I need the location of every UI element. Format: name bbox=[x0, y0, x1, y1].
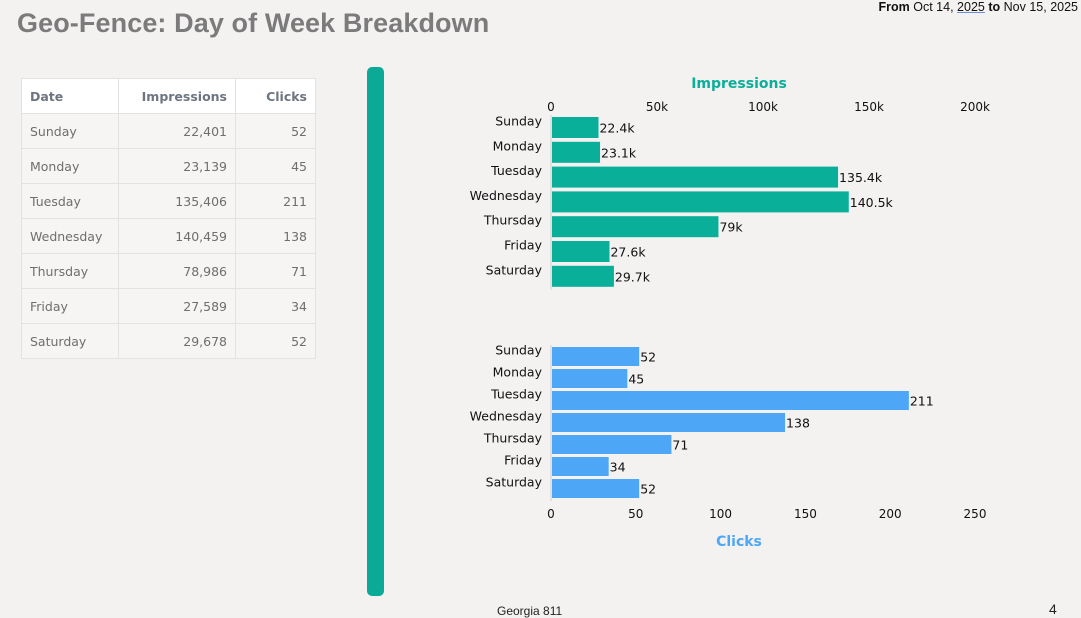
table-row: Friday 27,589 34 bbox=[21, 288, 316, 324]
impressions-tick-label: 0 bbox=[547, 100, 555, 114]
clicks-category-label: Thursday bbox=[483, 431, 543, 446]
clicks-tick-label: 200 bbox=[879, 507, 902, 521]
clicks-tick-label: 50 bbox=[628, 507, 643, 521]
impressions-category-label: Wednesday bbox=[470, 188, 543, 203]
clicks-category-label: Monday bbox=[493, 365, 543, 380]
page-number: 4 bbox=[1049, 601, 1057, 617]
clicks-bar bbox=[552, 347, 640, 366]
impressions-data-label: 135.4k bbox=[839, 170, 883, 185]
clicks-bar bbox=[552, 457, 609, 476]
impressions-tick-label: 100k bbox=[748, 100, 778, 114]
clicks-data-label: 45 bbox=[628, 372, 644, 387]
column-header-clicks: Clicks bbox=[235, 78, 316, 114]
clicks-data-label: 52 bbox=[640, 482, 656, 497]
cell-clicks: 45 bbox=[235, 148, 316, 184]
table-row: Sunday 22,401 52 bbox=[21, 113, 316, 149]
impressions-data-label: 23.1k bbox=[601, 145, 637, 160]
impressions-data-label: 22.4k bbox=[599, 121, 635, 136]
impressions-tick-label: 50k bbox=[646, 100, 668, 114]
cell-impressions: 27,589 bbox=[118, 288, 236, 324]
clicks-data-label: 52 bbox=[640, 350, 656, 365]
clicks-tick-label: 150 bbox=[794, 507, 817, 521]
cell-clicks: 211 bbox=[235, 183, 316, 219]
impressions-data-label: 29.7k bbox=[615, 269, 651, 284]
clicks-category-label: Tuesday bbox=[490, 387, 542, 402]
clicks-chart-title: Clicks bbox=[716, 534, 762, 550]
clicks-tick-label: 0 bbox=[547, 507, 555, 521]
date-range: From Oct 14, 2025 to Nov 15, 2025 bbox=[879, 0, 1078, 14]
clicks-data-label: 138 bbox=[786, 416, 810, 431]
impressions-bar bbox=[552, 191, 849, 213]
clicks-data-label: 211 bbox=[910, 394, 934, 409]
cell-impressions: 29,678 bbox=[118, 323, 236, 359]
cell-impressions: 140,459 bbox=[118, 218, 236, 254]
cell-impressions: 135,406 bbox=[118, 183, 236, 219]
page-title: Geo-Fence: Day of Week Breakdown bbox=[17, 8, 490, 38]
cell-day: Monday bbox=[21, 148, 119, 184]
impressions-category-label: Monday bbox=[493, 138, 543, 153]
impressions-tick-label: 150k bbox=[854, 100, 884, 114]
clicks-category-label: Friday bbox=[504, 453, 542, 468]
cell-day: Wednesday bbox=[21, 218, 119, 254]
clicks-category-label: Saturday bbox=[486, 475, 543, 490]
from-date: Oct 14, bbox=[913, 0, 954, 14]
impressions-category-label: Friday bbox=[504, 238, 542, 253]
to-label: to bbox=[988, 0, 1001, 14]
impressions-bar bbox=[552, 117, 599, 138]
impressions-bar bbox=[552, 216, 719, 238]
impressions-data-label: 140.5k bbox=[850, 195, 894, 210]
day-of-week-table: Date Impressions Clicks Sunday 22,401 52… bbox=[21, 78, 316, 359]
impressions-data-label: 27.6k bbox=[610, 245, 646, 260]
impressions-bar bbox=[552, 166, 839, 188]
clicks-bar bbox=[552, 369, 628, 388]
clicks-data-label: 34 bbox=[610, 460, 626, 475]
impressions-category-label: Tuesday bbox=[490, 163, 542, 178]
impressions-data-label: 79k bbox=[719, 220, 743, 235]
cell-impressions: 78,986 bbox=[118, 253, 236, 289]
impressions-bar bbox=[552, 141, 601, 163]
clicks-bar bbox=[552, 391, 909, 410]
clicks-tick-label: 100 bbox=[709, 507, 732, 521]
clicks-bar bbox=[552, 413, 786, 432]
impressions-tick-label: 200k bbox=[960, 100, 990, 114]
table-row: Monday 23,139 45 bbox=[21, 148, 316, 184]
impressions-category-label: Sunday bbox=[495, 114, 542, 129]
to-date: Nov 15, 2025 bbox=[1003, 0, 1078, 14]
clicks-bar bbox=[552, 435, 672, 454]
impressions-bar bbox=[552, 241, 610, 262]
cell-clicks: 71 bbox=[235, 253, 316, 289]
table-row: Saturday 29,678 52 bbox=[21, 323, 316, 359]
clicks-data-label: 71 bbox=[672, 438, 688, 453]
clicks-category-label: Sunday bbox=[495, 343, 542, 358]
section-divider bbox=[367, 67, 384, 596]
from-year: 2025 bbox=[957, 0, 985, 14]
impressions-bar bbox=[552, 265, 614, 287]
cell-clicks: 52 bbox=[235, 323, 316, 359]
cell-clicks: 138 bbox=[235, 218, 316, 254]
impressions-category-label: Saturday bbox=[486, 262, 543, 277]
cell-day: Saturday bbox=[21, 323, 119, 359]
table-row: Wednesday 140,459 138 bbox=[21, 218, 316, 254]
footer-text: Georgia 811 bbox=[497, 604, 563, 618]
impressions-chart-title: Impressions bbox=[691, 76, 787, 92]
impressions-category-label: Thursday bbox=[483, 213, 543, 228]
cell-clicks: 52 bbox=[235, 113, 316, 149]
from-label: From bbox=[878, 0, 910, 14]
clicks-tick-label: 250 bbox=[964, 507, 987, 521]
clicks-bar bbox=[552, 479, 640, 498]
table-row: Thursday 78,986 71 bbox=[21, 253, 316, 289]
clicks-category-label: Wednesday bbox=[470, 409, 543, 424]
cell-impressions: 22,401 bbox=[118, 113, 236, 149]
cell-clicks: 34 bbox=[235, 288, 316, 324]
